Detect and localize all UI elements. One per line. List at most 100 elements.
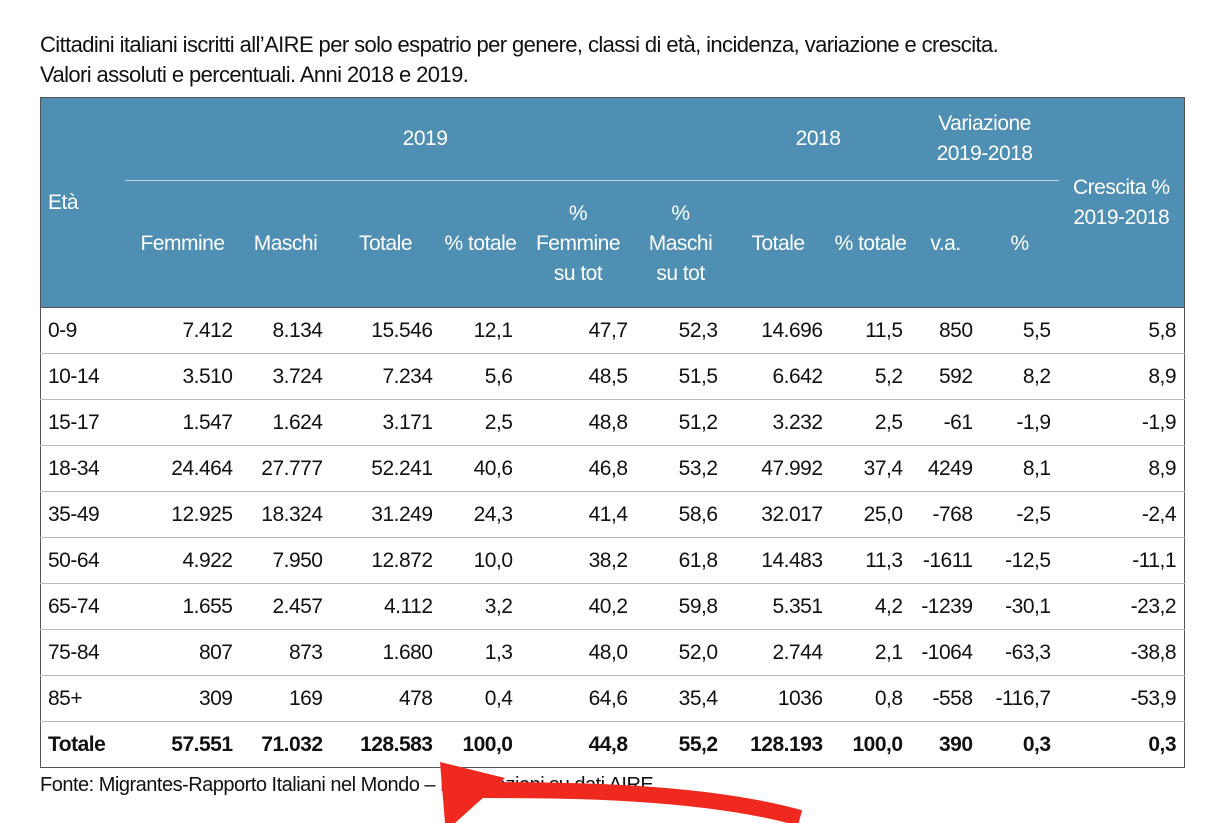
age-class-cell: 15-17 <box>40 399 125 446</box>
value-cell: 1,3 <box>440 629 521 676</box>
value-cell: 61,8 <box>635 537 726 584</box>
value-cell: 1.655 <box>124 583 241 630</box>
value-cell: 2,1 <box>830 629 911 676</box>
value-cell: -61 <box>910 399 981 446</box>
value-cell: -1064 <box>910 629 981 676</box>
value-cell: 48,8 <box>520 399 636 446</box>
value-cell: 0,3 <box>1058 721 1185 768</box>
caption-line-1: Cittadini italiani iscritti all’AIRE per… <box>40 32 999 57</box>
value-cell: 4,2 <box>830 583 911 630</box>
age-class-cell: Totale <box>40 721 125 768</box>
header-2018: 2018 <box>725 97 911 181</box>
age-class-cell: 18-34 <box>40 445 125 492</box>
value-cell: 44,8 <box>520 721 636 768</box>
table-row: 10-14 3.510 3.724 7.234 5,6 48,5 51,5 6.642 5,2 5… <box>40 353 1185 400</box>
column-header: Maschi <box>240 180 331 308</box>
value-cell: 37,4 <box>830 445 911 492</box>
table-row: 50-64 4.922 7.950 12.872 10,0 38,2 61,8 14.483 1… <box>40 537 1185 584</box>
value-cell: 48,5 <box>520 353 636 400</box>
age-class-cell: 35-49 <box>40 491 125 538</box>
column-header: Totale <box>725 180 831 308</box>
value-cell: 52,3 <box>635 307 726 354</box>
value-cell: -53,9 <box>1058 675 1185 722</box>
value-cell: 3,2 <box>440 583 521 630</box>
header-eta: Età <box>40 97 125 308</box>
value-cell: 100,0 <box>440 721 521 768</box>
table-row: 0-9 7.412 8.134 15.546 12,1 47,7 52,3 14.696 11,… <box>40 307 1185 354</box>
value-cell: -2,5 <box>980 491 1059 538</box>
value-cell: 14.483 <box>725 537 831 584</box>
value-cell: 47,7 <box>520 307 636 354</box>
table-row: 35-49 12.925 18.324 31.249 24,3 41,4 58,6 32.01… <box>40 491 1185 538</box>
value-cell: 51,5 <box>635 353 726 400</box>
age-class-cell: 50-64 <box>40 537 125 584</box>
value-cell: -116,7 <box>980 675 1059 722</box>
value-cell: 128.193 <box>725 721 831 768</box>
value-cell: 100,0 <box>830 721 911 768</box>
value-cell: -2,4 <box>1058 491 1185 538</box>
value-cell: 850 <box>910 307 981 354</box>
value-cell: 12,1 <box>440 307 521 354</box>
value-cell: 3.232 <box>725 399 831 446</box>
value-cell: 55,2 <box>635 721 726 768</box>
data-table: Età 2019 2018 Variazione 2019-2018 Cresc… <box>40 97 1186 768</box>
total-row: Totale 57.551 71.032 128.583 100,0 44,8 55,2 12… <box>40 721 1185 768</box>
value-cell: 5,8 <box>1058 307 1185 354</box>
value-cell: 51,2 <box>635 399 726 446</box>
value-cell: 6.642 <box>725 353 831 400</box>
value-cell: 0,4 <box>440 675 521 722</box>
value-cell: 5.351 <box>725 583 831 630</box>
value-cell: -23,2 <box>1058 583 1185 630</box>
value-cell: 31.249 <box>330 491 441 538</box>
value-cell: 2.744 <box>725 629 831 676</box>
source-note: Fonte: Migrantes-Rapporto Italiani nel M… <box>40 774 659 796</box>
value-cell: 32.017 <box>725 491 831 538</box>
value-cell: 4.922 <box>124 537 241 584</box>
value-cell: 58,6 <box>635 491 726 538</box>
table-row: 75-84 807 873 1.680 1,3 48,0 52,0 2.744 2,1 -1064… <box>40 629 1185 676</box>
column-header: Totale <box>330 180 441 308</box>
value-cell: 24.464 <box>124 445 241 492</box>
value-cell: 35,4 <box>635 675 726 722</box>
value-cell: -12,5 <box>980 537 1059 584</box>
value-cell: 4249 <box>910 445 981 492</box>
value-cell: -768 <box>910 491 981 538</box>
value-cell: 2,5 <box>830 399 911 446</box>
value-cell: 47.992 <box>725 445 831 492</box>
column-header: Femmine <box>124 180 241 308</box>
value-cell: 46,8 <box>520 445 636 492</box>
value-cell: 18.324 <box>240 491 331 538</box>
column-header: % Femmine su tot <box>520 180 636 308</box>
table-caption: Cittadini italiani iscritti all’AIRE per… <box>40 30 999 90</box>
value-cell: 15.546 <box>330 307 441 354</box>
value-cell: 1.624 <box>240 399 331 446</box>
value-cell: 5,2 <box>830 353 911 400</box>
value-cell: -1611 <box>910 537 981 584</box>
value-cell: 1036 <box>725 675 831 722</box>
column-header: % <box>980 180 1059 308</box>
value-cell: 48,0 <box>520 629 636 676</box>
value-cell: 309 <box>124 675 241 722</box>
value-cell: 390 <box>910 721 981 768</box>
value-cell: -558 <box>910 675 981 722</box>
value-cell: 3.510 <box>124 353 241 400</box>
value-cell: 2.457 <box>240 583 331 630</box>
table-row: 18-34 24.464 27.777 52.241 40,6 46,8 53,2 47.99… <box>40 445 1185 492</box>
value-cell: 807 <box>124 629 241 676</box>
value-cell: 10,0 <box>440 537 521 584</box>
value-cell: 8,9 <box>1058 445 1185 492</box>
value-cell: 0,3 <box>980 721 1059 768</box>
value-cell: -11,1 <box>1058 537 1185 584</box>
value-cell: 592 <box>910 353 981 400</box>
value-cell: 40,2 <box>520 583 636 630</box>
value-cell: -1,9 <box>980 399 1059 446</box>
column-header: v.a. <box>910 180 981 308</box>
value-cell: 59,8 <box>635 583 726 630</box>
table-row: 65-74 1.655 2.457 4.112 3,2 40,2 59,8 5.351 4,2-… <box>40 583 1185 630</box>
value-cell: 8,2 <box>980 353 1059 400</box>
value-cell: 8,9 <box>1058 353 1185 400</box>
value-cell: 14.696 <box>725 307 831 354</box>
value-cell: 71.032 <box>240 721 331 768</box>
value-cell: 873 <box>240 629 331 676</box>
value-cell: 7.234 <box>330 353 441 400</box>
